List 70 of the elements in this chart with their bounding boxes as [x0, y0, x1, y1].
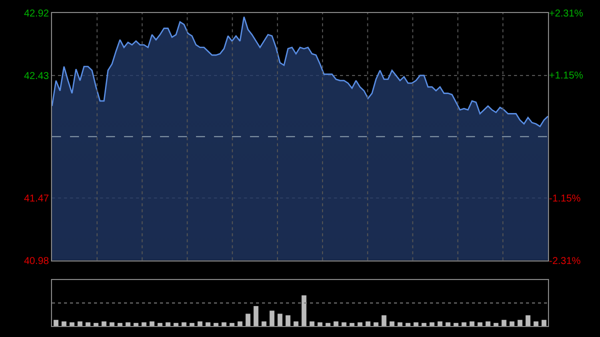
bar — [486, 321, 490, 326]
bar — [390, 321, 394, 326]
bar — [222, 322, 226, 326]
bar — [286, 315, 290, 326]
y2-tick-label: -2.31% — [549, 256, 581, 267]
bar — [414, 322, 418, 326]
bar — [166, 322, 170, 326]
bar — [454, 322, 458, 326]
bar — [478, 322, 482, 326]
bar — [70, 322, 74, 326]
bar — [198, 321, 202, 326]
y2-tick-label: -1.15% — [549, 194, 581, 205]
bar — [182, 322, 186, 326]
bar — [470, 321, 474, 326]
bar — [430, 322, 434, 326]
bar — [502, 320, 506, 326]
bar — [334, 321, 338, 326]
bar — [150, 321, 154, 326]
bar — [326, 322, 330, 326]
bar — [342, 322, 346, 326]
bar — [318, 322, 322, 326]
bar — [526, 315, 530, 326]
bar — [422, 322, 426, 326]
bar — [230, 322, 234, 326]
bar — [254, 306, 258, 326]
y-tick-label: 40.98 — [24, 256, 50, 267]
bar — [142, 322, 146, 326]
bar — [494, 322, 498, 326]
bar — [94, 322, 98, 326]
bar — [350, 322, 354, 326]
bar — [86, 322, 90, 326]
bar — [462, 322, 466, 326]
bar — [126, 322, 130, 326]
bar — [382, 315, 386, 326]
y-tick-label: 42.43 — [24, 70, 50, 82]
bar — [542, 320, 546, 326]
bar — [398, 322, 402, 326]
bar — [518, 320, 522, 326]
bar — [158, 322, 162, 326]
bar — [358, 322, 362, 326]
bar — [118, 322, 122, 326]
bar — [278, 314, 282, 326]
bar — [406, 322, 410, 326]
bar — [534, 321, 538, 326]
bar — [438, 321, 442, 326]
bar — [214, 322, 218, 326]
bar — [366, 321, 370, 326]
bar — [238, 321, 242, 326]
bar — [374, 322, 378, 326]
bar — [294, 321, 298, 326]
bar — [78, 321, 82, 326]
bar — [102, 321, 106, 326]
bar — [446, 322, 450, 326]
bar — [134, 322, 138, 326]
y2-tick-label: +2.31% — [549, 8, 584, 20]
bar — [190, 322, 194, 326]
y-tick-label: 41.47 — [24, 193, 50, 204]
bar — [262, 321, 266, 326]
bar — [270, 310, 274, 326]
bar — [62, 321, 66, 326]
y-tick-label: 42.92 — [24, 8, 50, 20]
y2-tick-label: +1.15% — [549, 70, 584, 82]
bar — [510, 321, 514, 326]
bar — [206, 322, 210, 326]
bar — [54, 320, 58, 326]
bar — [310, 321, 314, 326]
bar — [302, 295, 306, 326]
bar — [110, 322, 114, 326]
bar — [174, 322, 178, 326]
bar — [246, 314, 250, 326]
